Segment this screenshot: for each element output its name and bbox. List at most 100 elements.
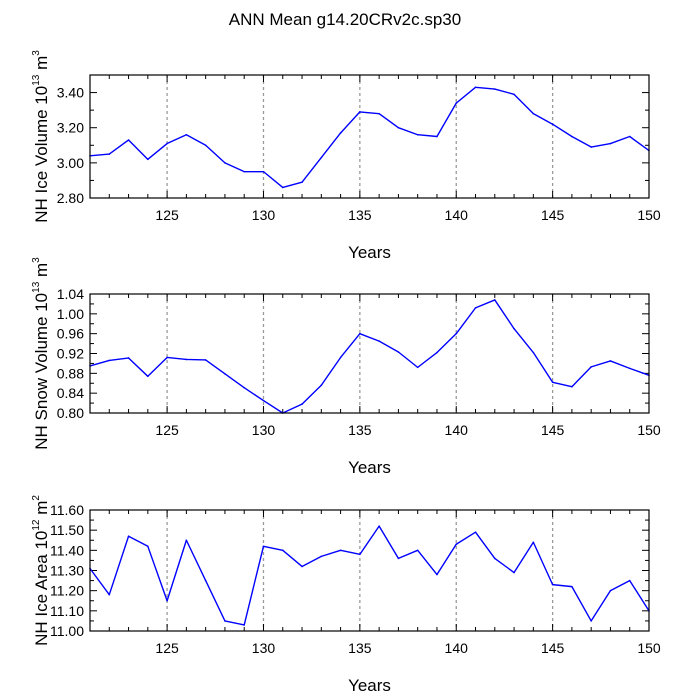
data-point [493,557,496,560]
y-tick-label: 0.80 [57,405,84,421]
x-tick-label: 135 [348,422,372,438]
y-axis-title-unit-exponent: 3 [31,257,42,263]
series-line [89,86,650,189]
data-point [455,332,458,335]
data-point [609,142,612,145]
x-axis-title: Years [348,243,391,262]
y-axis-title-exponent: 13 [31,281,42,293]
data-point [262,545,265,548]
y-axis-title-text: NH Ice Area 10 [32,531,51,646]
data-point [436,573,438,576]
y-tick-label: 1.00 [57,306,84,322]
data-point [436,351,438,354]
y-axis-title: NH Ice Volume 1013 m3 [31,50,51,223]
data-point [609,360,612,362]
x-tick-label: 135 [348,640,372,656]
data-point [532,541,535,544]
y-tick-label: 0.92 [57,346,84,362]
x-tick-label: 140 [445,207,469,223]
y-axis-title-unit: m [32,263,51,282]
data-point [339,356,342,359]
data-point [147,158,149,161]
data-point [590,366,592,368]
y-tick-label: 0.96 [57,326,84,342]
data-point [339,549,342,552]
data-point [166,599,168,602]
x-tick-label: 125 [155,207,179,223]
panel-ice-volume: 125 130 135 140 145 150 2.80 3.00 3.20 3.40 Years N… [31,50,661,262]
data-point [127,139,130,141]
y-tick-label: 11.40 [50,542,84,558]
x-tick-label: 145 [541,640,565,656]
plot-frame [89,293,650,414]
y-tick-label: 11.60 [50,502,84,518]
data-point [262,170,265,173]
y-axis-title-exponent: 13 [31,74,42,86]
data-point [147,545,149,548]
data-point [571,135,573,138]
y-axis-title-text: NH Ice Volume 10 [32,86,51,223]
data-point [320,555,323,558]
data-point [224,373,226,375]
data-point [590,146,592,148]
data-point [378,112,380,115]
data-point [493,299,496,301]
data-point [551,583,554,586]
y-tick-label: 11.50 [50,522,84,538]
data-point [378,340,380,342]
y-tick-label: 11.00 [50,623,84,639]
data-point [243,386,246,389]
data-point [628,367,631,370]
panel-snow-volume: 125 130 135 140 145 150 0.80 0.84 0.88 0.92 0.96 1.… [31,257,661,477]
x-tick-label: 140 [445,640,469,656]
data-point [416,549,419,552]
data-point [339,132,342,134]
x-tick-label: 140 [445,422,469,438]
y-tick-label: 3.20 [57,120,84,136]
data-point [127,357,130,359]
data-point [301,565,303,568]
x-tick-label: 125 [155,640,179,656]
data-point [532,112,535,115]
x-axis-title: Years [348,458,391,477]
plot-frame [89,74,650,199]
data-point [455,102,458,104]
x-axis-title: Years [348,676,391,691]
data-point [166,142,168,145]
y-tick-label: 2.80 [57,190,84,206]
data-point [397,126,400,129]
data-point [185,358,188,361]
y-tick-label: 3.00 [57,155,84,171]
data-point [397,351,400,353]
y-axis-title: NH Snow Volume 1013 m3 [31,257,51,450]
data-point [359,553,361,556]
y-axis-title-unit: m [32,56,51,75]
data-point [281,549,284,552]
data-point [513,93,515,96]
data-point [474,86,477,89]
y-tick-label: 0.88 [57,365,84,381]
x-tick-label: 135 [348,207,372,223]
data-point [108,593,111,596]
data-point [455,543,458,546]
data-point [320,384,323,387]
data-point [571,585,573,588]
data-point [224,620,226,622]
data-point [185,133,188,136]
x-tick-label: 145 [541,207,565,223]
x-tick-label: 145 [541,422,565,438]
y-tick-label: 0.84 [57,385,84,401]
data-point [166,356,168,359]
data-point [551,381,554,384]
y-tick-label: 11.10 [50,603,84,619]
data-point [262,399,265,402]
y-tick-label: 3.40 [57,85,84,101]
chart-title: ANN Mean g14.20CRv2c.sp30 [229,10,461,29]
x-tick-label: 150 [637,207,661,223]
data-point [551,123,554,125]
data-point [532,351,535,354]
data-point [378,525,380,527]
data-point [301,403,303,405]
data-point [416,366,419,369]
